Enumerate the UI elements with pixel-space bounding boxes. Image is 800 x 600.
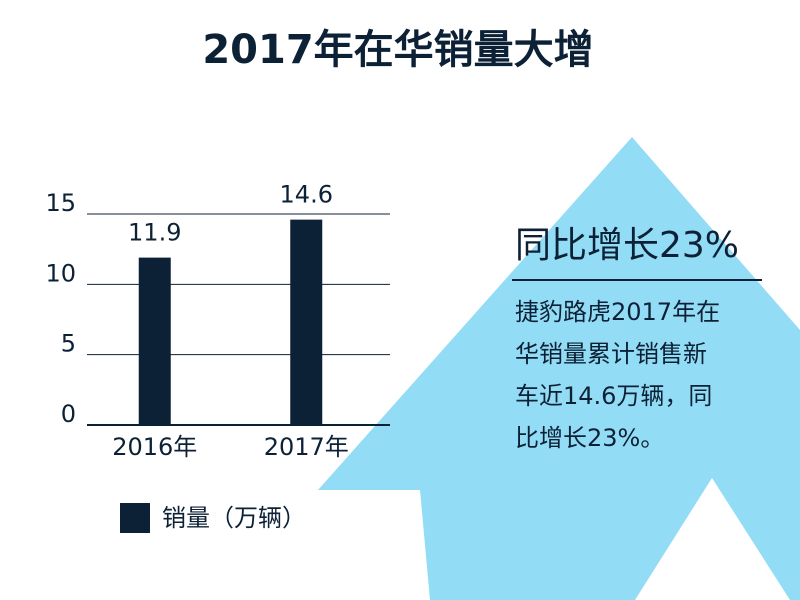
arrow-background <box>318 137 800 600</box>
x-tick-label: 2017年 <box>264 433 349 461</box>
x-tick-label: 2016年 <box>112 433 197 461</box>
annotation-line: 捷豹路虎2017年在 <box>515 298 720 326</box>
annotation-line: 车近14.6万辆，同 <box>515 382 712 410</box>
y-tick-label: 15 <box>45 189 76 217</box>
y-tick-label: 0 <box>61 400 76 428</box>
legend-label: 销量（万辆） <box>162 504 306 532</box>
value-label: 14.6 <box>280 181 333 209</box>
bar <box>138 257 171 425</box>
y-tick-label: 5 <box>61 330 76 358</box>
annotation-line: 比增长23%。 <box>515 424 664 452</box>
annotation-line: 华销量累计销售新 <box>515 340 707 368</box>
bar <box>290 219 323 425</box>
annotation-heading: 同比增长23% <box>515 225 739 266</box>
legend-swatch <box>120 503 150 533</box>
value-label: 11.9 <box>128 219 181 247</box>
chart-title: 2017年在华销量大增 <box>202 27 593 73</box>
y-tick-label: 10 <box>45 259 76 287</box>
